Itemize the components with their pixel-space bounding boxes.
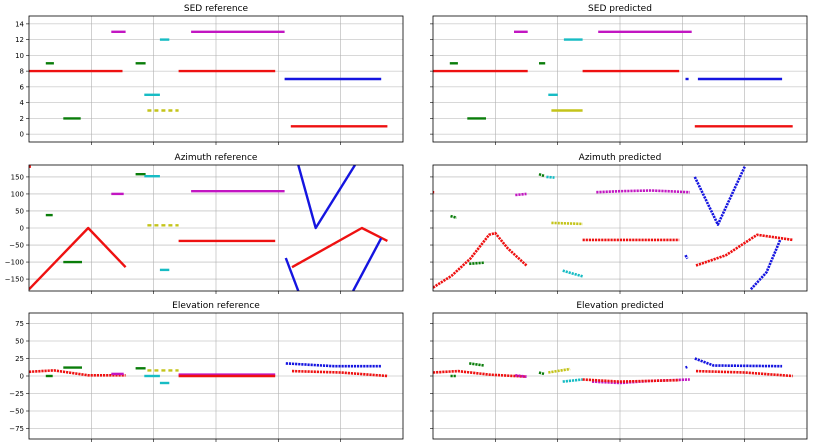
y-tick-label: 100 <box>11 190 24 198</box>
series-segment-blue <box>297 165 357 230</box>
y-tick-label: −75 <box>9 425 24 433</box>
series-segment-blue <box>352 237 383 291</box>
series-segment-blue <box>685 365 688 369</box>
panel-title: SED predicted <box>588 4 652 14</box>
data-series <box>433 166 793 291</box>
y-tick-label: 2 <box>20 115 24 123</box>
series-segment-cyan <box>562 378 583 383</box>
y-tick-label: 4 <box>20 99 25 107</box>
grid: −150 −100 −50 0 50 100 150 <box>5 165 403 294</box>
y-tick-label: 12 <box>15 36 24 44</box>
plot-frame <box>432 15 808 143</box>
y-tick-label: 6 <box>20 83 25 91</box>
series-segment-blue <box>684 254 689 260</box>
data-series <box>29 165 388 291</box>
series-segment-blue <box>284 257 300 291</box>
grid: −75 −50 −25 0 25 50 75 <box>9 313 403 442</box>
data-series <box>29 30 388 128</box>
series-segment-red <box>29 369 126 377</box>
series-segment-green <box>450 214 458 220</box>
plot-frame <box>28 164 404 292</box>
series-segment-red <box>582 378 680 383</box>
y-tick-label: 8 <box>20 68 24 76</box>
panel-azimuth-predicted: Azimuth predicted <box>430 153 808 294</box>
y-tick-label: 75 <box>15 320 24 328</box>
plot-frame <box>432 312 808 440</box>
y-tick-label: 25 <box>15 355 24 363</box>
panel-azimuth-reference: Azimuth reference −150 −100 −50 0 50 100 150 <box>5 153 404 294</box>
series-segment-magenta <box>515 192 527 197</box>
series-segment-red <box>433 369 527 378</box>
series-segment-cyan <box>562 269 583 278</box>
grid: 0 2 4 6 8 10 12 14 <box>15 16 403 145</box>
panel-title: SED reference <box>184 4 249 14</box>
series-segment-blue <box>693 166 746 226</box>
y-tick-label: −50 <box>9 242 24 250</box>
series-segment-green <box>469 362 485 367</box>
y-tick-label: −50 <box>9 408 24 416</box>
y-tick-label: −100 <box>5 259 24 267</box>
series-segment-blue <box>749 239 782 291</box>
series-segment-blue <box>694 357 783 368</box>
grid <box>430 165 807 294</box>
panel-title: Elevation reference <box>172 301 260 311</box>
y-tick-label: −150 <box>5 276 24 284</box>
plot-frame <box>28 312 404 440</box>
data-series <box>433 30 793 128</box>
panel-elevation-reference: Elevation reference −75 −50 −25 0 25 50 75 <box>9 301 404 442</box>
series-segment-blue <box>285 362 382 368</box>
panel-sed-reference: SED reference 0 2 4 6 8 10 12 14 <box>15 4 404 145</box>
y-tick-label: 0 <box>20 131 24 139</box>
y-tick-label: 50 <box>15 207 24 215</box>
panel-elevation-predicted: Elevation predicted <box>430 301 808 442</box>
plot-frame <box>28 15 404 143</box>
y-tick-label: −25 <box>9 390 24 398</box>
y-tick-label: 0 <box>20 225 24 233</box>
series-segment-red <box>695 233 793 267</box>
series-segment-green <box>538 371 545 376</box>
panel-title: Azimuth reference <box>175 153 258 163</box>
data-series <box>433 357 793 385</box>
series-segment-green <box>538 172 545 178</box>
y-tick-label: 14 <box>15 20 24 28</box>
y-tick-label: 50 <box>15 338 24 346</box>
series-segment-yellow <box>551 221 583 226</box>
series-segment-magenta <box>596 189 690 194</box>
panel-sed-predicted: SED predicted <box>430 4 808 145</box>
series-segment-magenta <box>515 374 527 378</box>
series-segment-magenta <box>591 378 690 385</box>
series-segment-yellow <box>548 367 571 374</box>
series-segment-red <box>291 226 388 269</box>
y-tick-label: 0 <box>20 373 24 381</box>
series-segment-red <box>29 226 127 291</box>
grid <box>430 313 807 442</box>
series-segment-green <box>469 261 485 266</box>
data-series <box>29 362 388 385</box>
y-tick-label: 150 <box>11 173 24 181</box>
panel-title: Azimuth predicted <box>579 153 662 163</box>
series-segment-red <box>433 231 528 289</box>
series-segment-cyan <box>546 175 555 179</box>
series-segment-red <box>291 369 388 378</box>
panel-title: Elevation predicted <box>576 301 663 311</box>
y-tick-label: 10 <box>15 52 24 60</box>
series-segment-red <box>695 369 793 378</box>
plot-frame <box>432 164 808 292</box>
